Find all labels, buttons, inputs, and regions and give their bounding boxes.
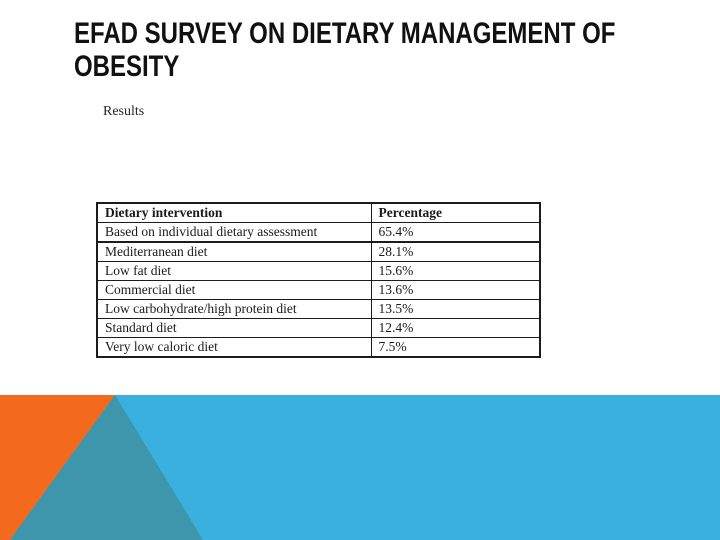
slide-title-line1: EFAD SURVEY ON DIETARY MANAGEMENT OF (74, 17, 616, 50)
table-row: Very low caloric diet 7.5% (96, 337, 541, 358)
cell-percentage: 12.4% (370, 318, 541, 338)
results-heading: Results (103, 104, 145, 119)
results-table: Dietary intervention Percentage Based on… (96, 202, 541, 358)
cell-intervention: Mediterranean diet (96, 241, 372, 262)
table-row: Low fat diet 15.6% (96, 261, 541, 281)
cell-intervention: Low fat diet (96, 261, 372, 281)
cell-percentage: 13.5% (370, 299, 541, 319)
table-header-row: Dietary intervention Percentage (96, 202, 541, 223)
cell-intervention: Low carbohydrate/high protein diet (96, 299, 372, 319)
header-percentage: Percentage (370, 202, 541, 223)
table-row: Low carbohydrate/high protein diet 13.5% (96, 299, 541, 319)
cell-intervention: Standard diet (96, 318, 372, 338)
table-row: Commercial diet 13.6% (96, 280, 541, 300)
cell-percentage: 65.4% (370, 222, 541, 243)
cell-intervention: Very low caloric diet (96, 337, 372, 358)
table-row: Based on individual dietary assessment 65… (96, 222, 541, 243)
cell-percentage: 28.1% (370, 241, 541, 262)
footer-teal-triangle (10, 395, 203, 540)
table-row: Standard diet 12.4% (96, 318, 541, 338)
cell-percentage: 7.5% (370, 337, 541, 358)
cell-percentage: 13.6% (370, 280, 541, 300)
table-row: Mediterranean diet 28.1% (96, 241, 541, 262)
footer-orange-shape (0, 395, 115, 540)
cell-intervention: Based on individual dietary assessment (96, 222, 372, 243)
slide-title-line2: OBESITY (74, 50, 180, 83)
header-dietary-intervention: Dietary intervention (96, 202, 372, 223)
slide-title: EFAD SURVEY ON DIETARY MANAGEMENT OF OBE… (74, 17, 720, 83)
cell-intervention: Commercial diet (96, 280, 372, 300)
decorative-footer (0, 395, 720, 540)
cell-percentage: 15.6% (370, 261, 541, 281)
